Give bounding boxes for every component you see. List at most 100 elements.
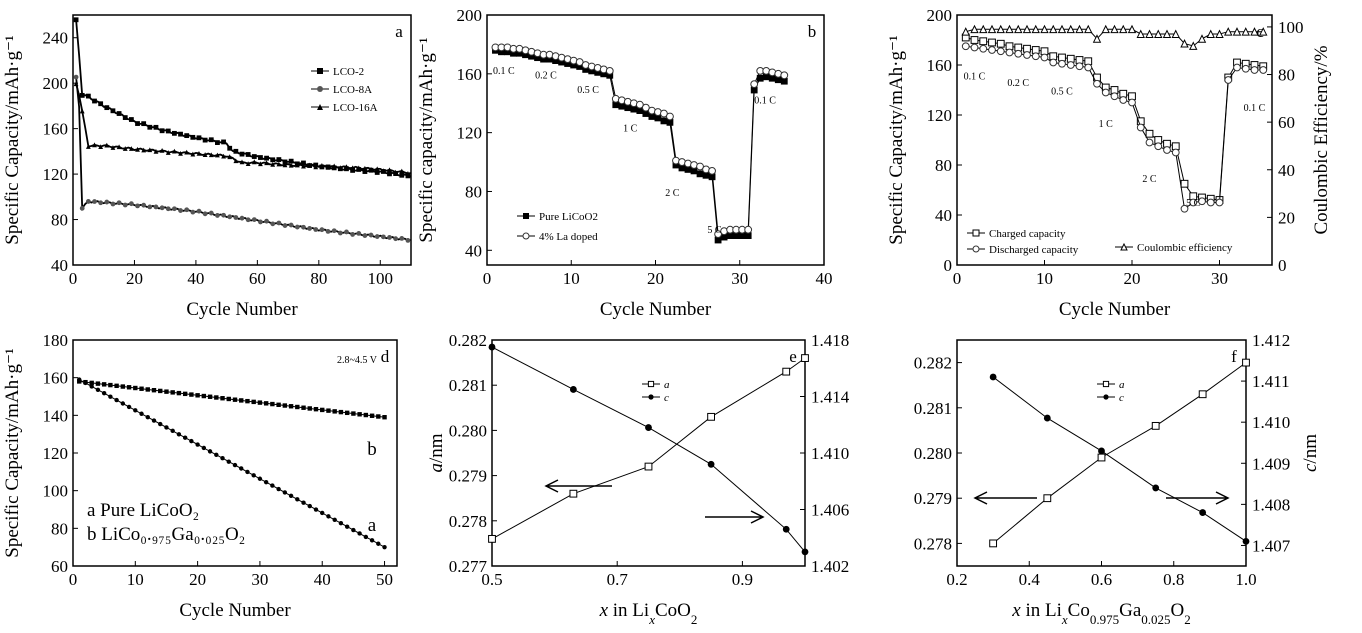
data-point xyxy=(178,150,183,156)
y2-tick-label: 0 xyxy=(1278,256,1287,275)
data-point xyxy=(1233,63,1241,72)
data-point xyxy=(202,211,208,217)
x-tick-label: 100 xyxy=(368,269,394,288)
data-point xyxy=(101,382,107,387)
y-tick-label: 140 xyxy=(43,406,69,425)
data-point xyxy=(313,164,319,170)
data-point xyxy=(208,210,214,216)
data-point xyxy=(196,135,202,141)
rate-label: 0.1 C xyxy=(1244,103,1266,114)
data-point xyxy=(1014,24,1023,34)
data-point xyxy=(215,152,220,158)
data-point xyxy=(110,108,116,114)
y2-tick-label: 1.412 xyxy=(1252,331,1290,350)
data-point xyxy=(363,534,369,540)
y2-tick-label: 1.418 xyxy=(811,331,849,350)
data-point xyxy=(159,147,165,153)
rate-label: 0.1 C xyxy=(964,72,986,83)
y2-tick-label: 1.410 xyxy=(1252,413,1290,432)
data-point xyxy=(98,101,104,107)
data-point xyxy=(141,121,147,127)
data-point xyxy=(288,162,294,168)
data-point xyxy=(258,155,263,160)
legend-label: Pure LiCoO2 xyxy=(539,211,598,223)
data-point xyxy=(738,232,746,239)
rate-label: 0.1 C xyxy=(754,95,776,106)
y-tick-label: 160 xyxy=(43,120,69,139)
data-point xyxy=(1241,27,1250,36)
data-point xyxy=(282,490,288,495)
data-point xyxy=(1151,421,1160,430)
data-point xyxy=(307,406,312,411)
data-point xyxy=(363,412,369,418)
data-point xyxy=(95,387,101,393)
series-line xyxy=(491,346,806,553)
data-point xyxy=(528,52,535,60)
data-point xyxy=(1043,494,1052,503)
data-point xyxy=(369,538,375,543)
x-tick-label: 30 xyxy=(1211,269,1228,288)
y-tick-label: 100 xyxy=(43,482,69,501)
data-point xyxy=(227,145,233,151)
data-point xyxy=(1250,27,1259,36)
data-point xyxy=(172,206,177,212)
data-point xyxy=(570,61,578,69)
data-point xyxy=(362,233,368,238)
y-tick-label: 0.279 xyxy=(449,467,487,486)
data-point xyxy=(165,128,171,134)
data-point xyxy=(79,108,85,114)
data-point xyxy=(708,173,716,181)
data-point xyxy=(1241,64,1250,73)
legend-label: a xyxy=(1119,379,1125,391)
data-point xyxy=(158,388,163,394)
data-point xyxy=(288,158,294,164)
data-point xyxy=(158,421,163,427)
y-tick-label: 40 xyxy=(51,256,68,275)
rate-label: 0.2 C xyxy=(535,70,557,81)
data-point xyxy=(147,204,153,210)
y-tick-label: 200 xyxy=(927,6,953,25)
data-point xyxy=(1224,27,1233,36)
data-point xyxy=(207,394,213,399)
data-point xyxy=(319,162,325,168)
data-point xyxy=(141,202,147,208)
x-tick-label: 10 xyxy=(563,269,580,288)
data-point xyxy=(344,229,349,235)
data-point xyxy=(189,392,194,397)
y-axis-label: Specific Capacity/mAh·g⁻¹ xyxy=(886,35,907,245)
y-axis-label: a/nm xyxy=(426,433,447,472)
data-point xyxy=(301,500,306,505)
data-point xyxy=(564,60,572,67)
y-tick-label: 120 xyxy=(457,124,483,143)
data-point xyxy=(251,217,257,222)
data-point xyxy=(317,86,323,92)
data-point xyxy=(1163,146,1171,154)
panel-a: 0 20 40 60 80 100 40 80 120 160 200 240 Cycle Number… xyxy=(2,14,412,320)
data-point xyxy=(227,214,233,220)
data-point xyxy=(1098,447,1105,455)
data-point xyxy=(317,104,323,110)
data-point xyxy=(220,396,225,401)
series-c xyxy=(488,343,809,556)
data-point xyxy=(1215,29,1224,38)
data-point xyxy=(301,160,306,166)
data-point xyxy=(282,162,288,168)
data-point xyxy=(110,145,116,150)
data-point xyxy=(282,223,288,228)
data-point xyxy=(116,200,122,206)
data-point xyxy=(979,44,988,53)
y-tick-label: 0.279 xyxy=(914,489,952,508)
data-point xyxy=(1049,58,1058,67)
data-point xyxy=(488,534,496,543)
series-line xyxy=(75,83,412,175)
y-tick-label: 200 xyxy=(43,74,69,93)
data-point xyxy=(569,489,578,498)
data-point xyxy=(356,165,362,171)
data-point xyxy=(325,229,331,234)
data-point xyxy=(1058,59,1066,68)
y-tick-label: 0.281 xyxy=(449,376,487,395)
data-point xyxy=(151,387,157,393)
data-point xyxy=(95,381,101,386)
data-point xyxy=(126,385,132,390)
data-point xyxy=(251,154,257,159)
